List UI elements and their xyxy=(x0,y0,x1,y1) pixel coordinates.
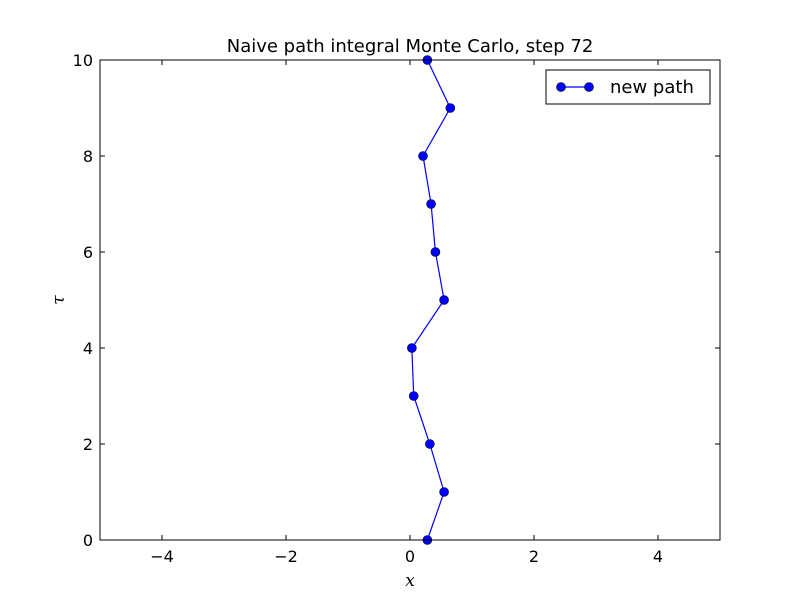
data-point xyxy=(426,199,436,209)
axis-ticks: −4 −2 0 2 4 0 2 4 6 8 10 xyxy=(73,51,720,566)
series-layer xyxy=(407,55,456,545)
y-axis-label: τ xyxy=(49,295,69,305)
legend-marker xyxy=(584,82,594,92)
y-tick-label: 10 xyxy=(73,51,93,70)
plot-area xyxy=(100,60,720,540)
plot-frame xyxy=(99,59,721,541)
x-tick-label: 2 xyxy=(529,547,539,566)
data-point xyxy=(439,487,449,497)
y-tick-label: 6 xyxy=(83,243,93,262)
y-tick-label: 4 xyxy=(83,339,93,358)
y-tick-label: 0 xyxy=(83,531,93,550)
x-tick-label: 0 xyxy=(405,547,415,566)
data-point xyxy=(408,391,419,401)
x-axis-label: x xyxy=(405,571,415,591)
x-tick-label: −2 xyxy=(274,547,298,566)
data-point xyxy=(407,343,417,353)
data-point xyxy=(425,439,435,449)
legend-label-new-path: new path xyxy=(610,77,694,98)
x-tick-label: −4 xyxy=(150,547,174,566)
x-tick-label: 4 xyxy=(653,547,663,566)
data-point xyxy=(430,247,441,257)
data-point xyxy=(418,151,428,161)
legend: new path xyxy=(545,69,711,105)
data-point xyxy=(439,295,449,305)
y-tick-label: 8 xyxy=(83,147,93,166)
data-point xyxy=(445,103,456,113)
legend-marker xyxy=(556,82,566,92)
chart-title: Naive path integral Monte Carlo, step 72 xyxy=(227,36,594,57)
y-tick-label: 2 xyxy=(83,435,93,454)
